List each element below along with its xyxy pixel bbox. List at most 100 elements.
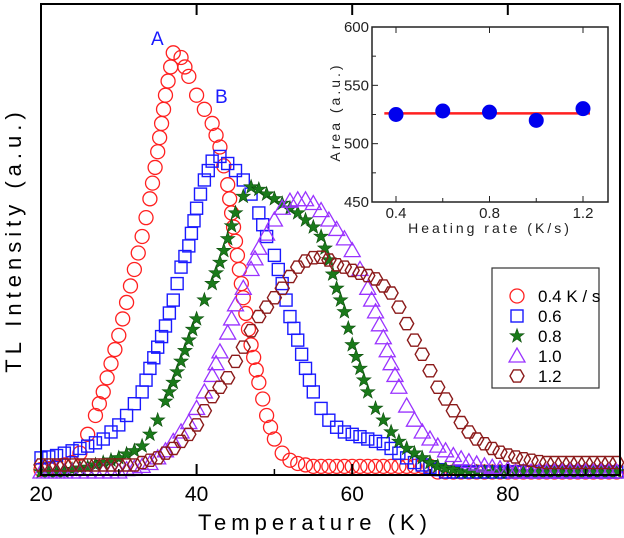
data-point-circle (157, 87, 174, 103)
inset-y-axis-title: Area (a.u.) (327, 62, 343, 161)
data-point-triangle (311, 201, 331, 218)
data-point-hexagon (414, 347, 431, 361)
data-point-circle (87, 407, 104, 424)
data-point-hexagon (398, 316, 415, 331)
data-point-star (180, 331, 197, 347)
data-point-star (149, 411, 166, 428)
data-point-square (127, 397, 142, 411)
data-point-star (445, 461, 462, 477)
data-point-square (174, 260, 188, 274)
data-point-circle (150, 144, 166, 160)
inset-data-point (482, 104, 497, 120)
data-point-circle (229, 247, 246, 263)
data-point-circle (130, 245, 146, 261)
x-axis-title: Temperature (K) (198, 510, 432, 535)
data-point-hexagon (165, 441, 182, 456)
data-point-square (193, 187, 208, 201)
data-point-circle (173, 49, 189, 66)
data-point-square (205, 154, 219, 168)
data-point-circle (222, 191, 238, 207)
data-point-circle (144, 175, 161, 191)
data-point-triangle (366, 302, 385, 319)
data-point-hexagon (321, 253, 337, 267)
data-point-star (184, 321, 201, 337)
data-point-triangle (249, 238, 268, 255)
data-point-square (322, 413, 336, 427)
data-point-triangle (397, 396, 416, 413)
data-point-square (135, 385, 149, 399)
data-point-square (314, 401, 328, 416)
data-point-hexagon (383, 286, 399, 300)
data-point-square (294, 347, 309, 361)
data-point-triangle (226, 295, 245, 312)
data-point-circle (212, 139, 228, 155)
legend-marker-hexagon (509, 369, 525, 383)
data-point-star (211, 253, 228, 270)
data-point-hexagon (173, 434, 189, 449)
data-point-triangle (335, 229, 354, 246)
data-point-triangle (171, 422, 191, 439)
data-point-square (236, 173, 250, 187)
data-point-hexagon (282, 269, 298, 284)
data-point-triangle (156, 441, 175, 458)
data-point-triangle (280, 191, 300, 208)
data-point-square (399, 451, 414, 465)
data-point-hexagon (484, 441, 501, 456)
data-point-star (266, 190, 283, 206)
data-point-hexagon (258, 300, 275, 314)
data-point-square (158, 319, 173, 333)
data-point-triangle (378, 341, 397, 358)
data-point-square (213, 149, 227, 164)
data-point-triangle (428, 436, 447, 453)
data-point-star (141, 425, 158, 442)
data-point-star (344, 336, 361, 352)
data-point-circle (142, 191, 158, 207)
legend: 0.4 K / s0.60.81.01.2 (491, 267, 600, 389)
data-point-star (406, 444, 423, 460)
data-point-triangle (206, 354, 226, 371)
data-point-star (359, 383, 376, 399)
data-point-circle (126, 261, 143, 278)
data-point-hexagon (406, 333, 423, 347)
data-point-circle (406, 458, 423, 474)
data-point-square (154, 329, 169, 344)
data-point-circle (266, 431, 283, 447)
data-point-circle (165, 45, 181, 61)
data-point-circle (391, 458, 407, 474)
data-point-square (279, 293, 293, 307)
data-point-circle (246, 349, 262, 366)
data-point-triangle (370, 315, 389, 332)
data-point-star (351, 359, 368, 376)
data-point-square (201, 163, 215, 178)
data-point-star (134, 437, 151, 453)
legend-marker-triangle (507, 346, 527, 363)
inset-data-point (435, 103, 451, 119)
x-tick-label: 40 (185, 483, 208, 506)
inset-data-point (388, 107, 404, 122)
data-point-circle (383, 458, 399, 474)
data-point-star (289, 204, 306, 220)
data-point-circle (262, 419, 279, 435)
data-point-hexagon (391, 300, 407, 314)
data-point-hexagon (359, 268, 376, 283)
data-point-square (221, 156, 235, 171)
data-point-star (429, 457, 446, 474)
data-point-hexagon (204, 389, 221, 404)
data-point-triangle (234, 278, 253, 295)
inset-data-point (528, 112, 544, 128)
data-point-star (398, 439, 415, 456)
data-point-circle (122, 278, 139, 294)
data-point-triangle (327, 220, 346, 237)
data-point-hexagon (157, 446, 174, 460)
data-point-star (348, 348, 365, 364)
data-point-circle (151, 129, 168, 146)
data-point-star (437, 459, 454, 476)
data-point-star (336, 303, 353, 319)
data-point-hexagon (297, 254, 314, 268)
main-x-ticks: 20 40 60 80 (29, 4, 587, 506)
data-point-star (176, 342, 193, 358)
data-point-circle (177, 59, 193, 75)
data-point-triangle (405, 410, 424, 427)
data-point-square (189, 201, 204, 215)
data-point-star (355, 371, 372, 387)
